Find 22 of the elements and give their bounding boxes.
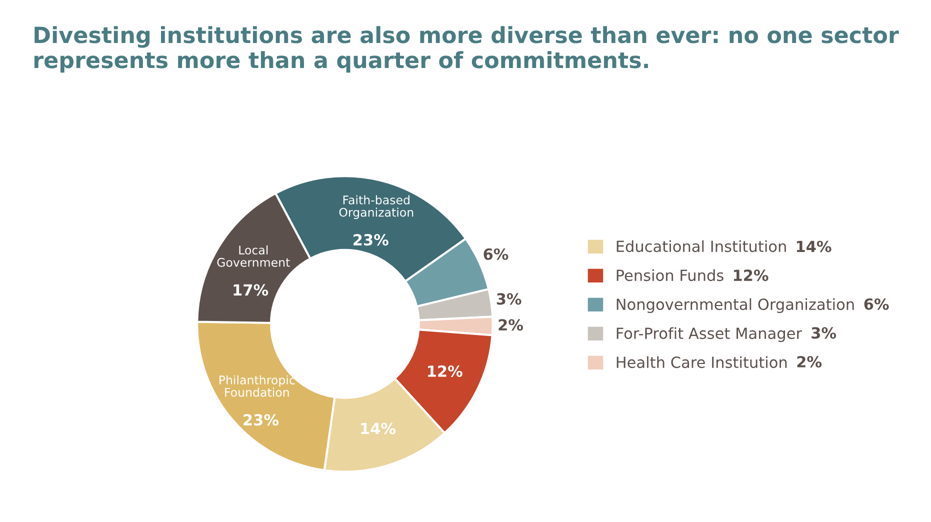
text: 3% [812,327,836,339]
data-label: 23% [354,234,388,246]
data-label: 6% [484,248,508,260]
slice-label: Local Government [217,245,290,267]
text: 14% [796,240,832,252]
text: 2% [797,356,822,368]
data-label: 23% [244,414,279,426]
legend-label: For-Profit Asset Manager [616,327,802,342]
data-label: 12% [428,365,462,377]
slice-label: Philanthropic Foundation [220,375,295,397]
data-label: 2% [498,319,523,331]
legend-label: Pension Funds [616,269,724,282]
chart-title: Divesting institutions are also more diverse than ever: no one sector represents more than a quarter of commitments. [34,26,899,73]
legend-label: Nongovernmental Organization [616,298,854,314]
text: 6% [864,298,889,310]
text: 12% [734,270,768,282]
slice-label: Faith-based Organization [339,195,414,220]
data-label: 17% [234,284,268,296]
data-label: 14% [361,422,396,434]
legend-label: Health Care Institution [616,356,787,368]
legend-label: Educational Institution [616,240,786,252]
data-label: 3% [496,293,522,305]
